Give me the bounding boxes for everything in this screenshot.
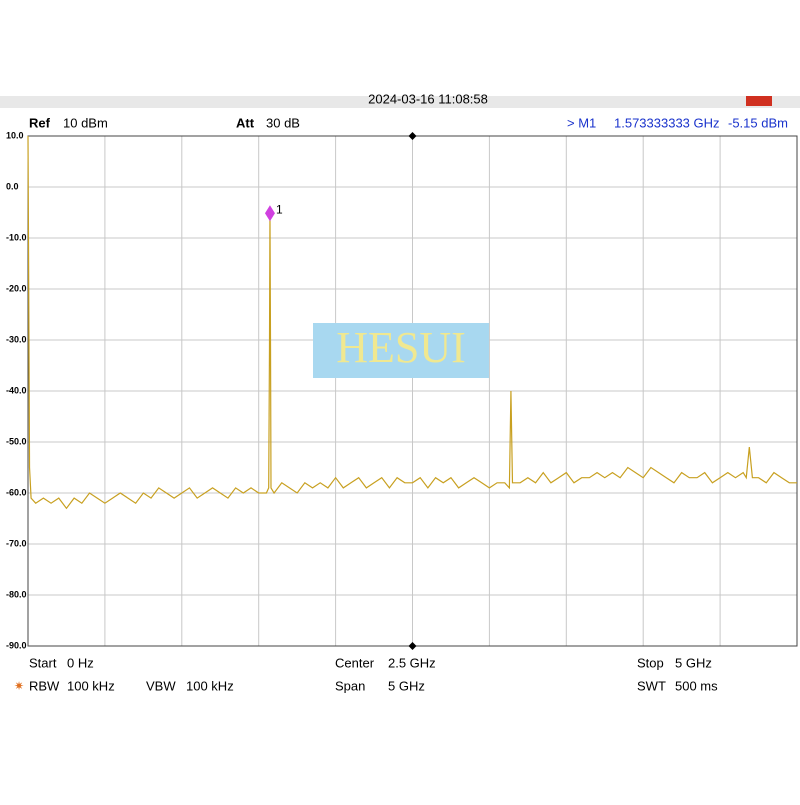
stop-value: 5 GHz bbox=[675, 655, 712, 670]
marker bbox=[264, 205, 275, 222]
y-tick-label: -20.0 bbox=[6, 283, 27, 293]
ref-label: Ref bbox=[29, 115, 51, 130]
swt-label: SWT bbox=[637, 678, 666, 693]
watermark-box bbox=[313, 323, 489, 378]
center-label: Center bbox=[335, 655, 375, 670]
marker-label: 1 bbox=[276, 202, 283, 216]
y-tick-label: 10.0 bbox=[6, 130, 24, 140]
span-label: Span bbox=[335, 678, 365, 693]
timestamp: 2024-03-16 11:08:58 bbox=[368, 91, 488, 106]
marker-freq: 1.573333333 GHz bbox=[614, 115, 720, 130]
y-tick-label: -30.0 bbox=[6, 334, 27, 344]
att-label: Att bbox=[236, 115, 255, 130]
y-tick-label: -70.0 bbox=[6, 538, 27, 548]
att-value: 30 dB bbox=[266, 115, 300, 130]
rbw-value: 100 kHz bbox=[67, 678, 115, 693]
ref-value: 10 dBm bbox=[63, 115, 108, 130]
status-bar bbox=[0, 96, 800, 108]
center-indicator bbox=[408, 642, 417, 650]
y-tick-label: -40.0 bbox=[6, 385, 27, 395]
start-value: 0 Hz bbox=[67, 655, 94, 670]
trace bbox=[27, 135, 797, 510]
start-label: Start bbox=[29, 655, 57, 670]
swt-value: 500 ms bbox=[675, 678, 718, 693]
y-tick-label: 0.0 bbox=[6, 181, 19, 191]
marker-name: > M1 bbox=[567, 115, 596, 130]
watermark: HESUI bbox=[336, 323, 466, 372]
span-value: 5 GHz bbox=[388, 678, 425, 693]
rbw-icon: ✷ bbox=[14, 679, 24, 693]
y-tick-label: -10.0 bbox=[6, 232, 27, 242]
stop-label: Stop bbox=[637, 655, 664, 670]
rbw-label: RBW bbox=[29, 678, 60, 693]
y-tick-label: -50.0 bbox=[6, 436, 27, 446]
y-tick-label: -60.0 bbox=[6, 487, 27, 497]
center-indicator bbox=[408, 132, 417, 140]
y-tick-label: -80.0 bbox=[6, 589, 27, 599]
plot: 10.0 0.0 -10.0 -20.0 -30.0 -40.0 -50.0 -60.0 -70… bbox=[6, 130, 798, 650]
marker-level: -5.15 dBm bbox=[728, 115, 788, 130]
center-value: 2.5 GHz bbox=[388, 655, 436, 670]
status-icon bbox=[746, 96, 772, 106]
y-tick-label: -90.0 bbox=[6, 640, 27, 650]
vbw-label: VBW bbox=[146, 678, 176, 693]
vbw-value: 100 kHz bbox=[186, 678, 234, 693]
